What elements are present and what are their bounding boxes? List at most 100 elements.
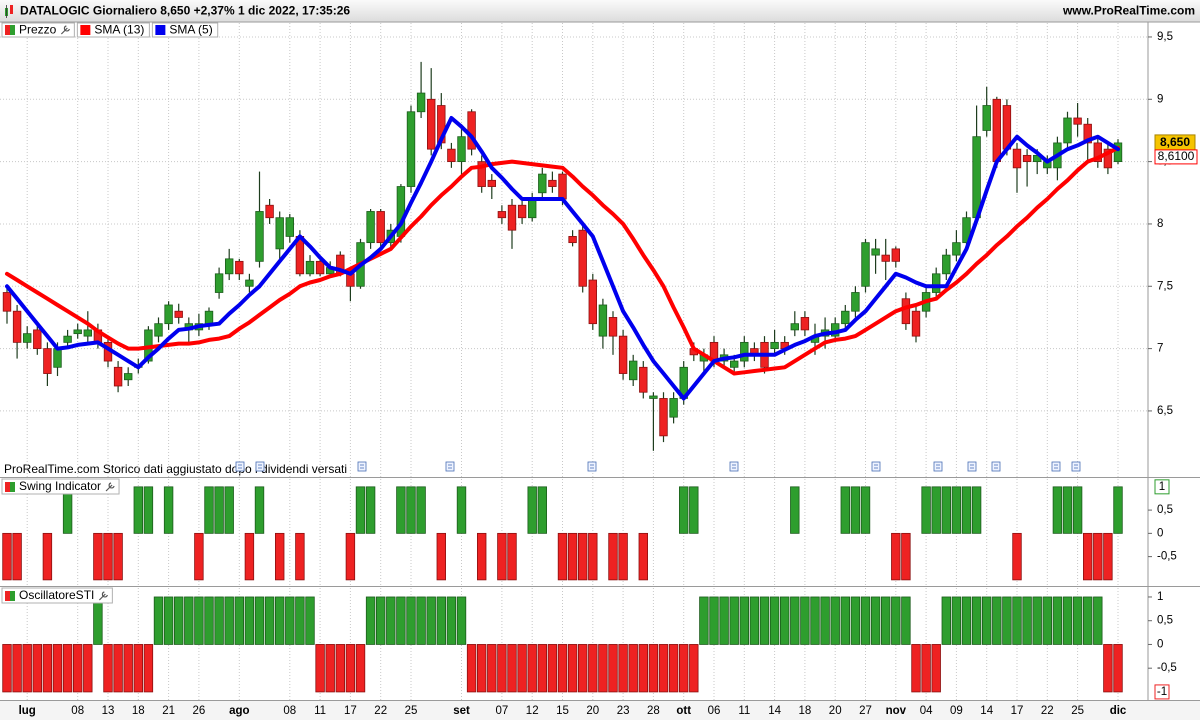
indicator-bar <box>901 532 911 581</box>
indicator-bar <box>295 532 305 581</box>
sma-line <box>5 116 1120 401</box>
indicator-bar <box>1052 486 1063 534</box>
candle-body <box>639 366 648 393</box>
indicator-bar <box>123 644 133 693</box>
event-icon <box>357 461 367 472</box>
indicator-bar <box>618 532 628 581</box>
indicator-bar <box>921 644 931 693</box>
indicator-bar <box>689 644 699 693</box>
indicator-bar <box>153 596 164 645</box>
candle-body <box>659 398 668 437</box>
sma-line <box>5 145 1120 376</box>
candle-body <box>1012 148 1022 169</box>
indicator-bar <box>749 596 760 645</box>
panel-title: OscillatoreSTI <box>19 588 94 602</box>
indicator-bar <box>143 486 154 534</box>
indicator-bar <box>527 486 537 534</box>
last-value-box <box>1154 479 1170 495</box>
indicator-bar <box>173 596 184 645</box>
candle-body <box>255 211 264 262</box>
candle-body <box>1063 117 1072 144</box>
legend-item[interactable]: SMA (13) <box>76 22 150 38</box>
indicator-bar <box>497 644 507 693</box>
indicator-bar <box>941 596 952 645</box>
candle-body <box>426 98 436 150</box>
legend-swatch <box>10 591 15 601</box>
indicator-bar <box>345 644 356 693</box>
candle-body <box>568 236 577 244</box>
indicator-bar <box>355 486 366 534</box>
indicator-bar <box>396 596 406 645</box>
event-icon-page <box>255 461 265 472</box>
x-tick-label: 23 <box>617 705 630 717</box>
indicator-bar <box>830 596 840 645</box>
event-icon <box>729 461 739 472</box>
candle-body <box>73 329 82 335</box>
indicator-bar <box>456 596 467 645</box>
candle-body <box>558 173 567 200</box>
candle-body <box>245 279 254 287</box>
indicator-bar <box>982 596 992 645</box>
indicator-bar <box>679 486 689 534</box>
candle-body <box>911 310 921 337</box>
indicator-bar <box>375 596 386 645</box>
indicator-bar <box>476 532 487 581</box>
indicator-bar <box>648 644 659 693</box>
panel-legend[interactable]: OscillatoreSTI <box>1 587 113 604</box>
x-tick-label: 08 <box>71 705 84 717</box>
candle-body <box>901 298 911 325</box>
indicator-bar <box>628 644 638 693</box>
source-link[interactable]: www.ProRealTime.com <box>1062 4 1195 18</box>
indicator-bar <box>689 486 699 534</box>
y-tick-label: 9 <box>1157 93 1163 105</box>
indicator-bar <box>1052 596 1063 645</box>
event-icon <box>967 461 977 472</box>
candle-body <box>1083 123 1092 144</box>
candle-body <box>315 260 325 275</box>
indicator-bar <box>365 596 376 645</box>
indicator-bar <box>93 532 103 581</box>
candle-body <box>932 273 941 293</box>
candle-body <box>447 148 456 163</box>
indicator-bar <box>83 644 93 693</box>
candle-body <box>649 395 658 399</box>
x-tick-label: 25 <box>405 705 418 717</box>
x-tick-label: 22 <box>1041 705 1054 717</box>
x-tick-label: 11 <box>314 705 326 717</box>
app-icon <box>5 5 13 18</box>
candle-body <box>962 217 971 244</box>
candle-body <box>790 323 799 331</box>
indicator-bar <box>608 644 618 693</box>
legend-item[interactable]: SMA (5) <box>151 22 219 38</box>
indicator-bar <box>1083 532 1093 581</box>
indicator-bar <box>194 532 204 581</box>
candle-body <box>275 217 284 250</box>
indicator-bar <box>699 596 709 645</box>
indicator-bar <box>951 596 962 645</box>
indicator-bar <box>315 644 325 693</box>
panel-legend[interactable]: Swing Indicator <box>1 478 120 495</box>
indicator-bar <box>234 596 245 645</box>
candle-body <box>124 373 133 381</box>
indicator-bar <box>567 644 578 693</box>
chart-title: DATALOGIC Giornaliero 8,650 +2,37% 1 dic… <box>20 4 350 18</box>
legend-box <box>76 22 150 38</box>
indicator-bar <box>860 596 871 645</box>
indicator-bar <box>971 486 982 534</box>
indicator-bar <box>214 596 224 645</box>
indicator-bar <box>941 486 952 534</box>
x-tick-label: 27 <box>859 705 872 717</box>
last-price-label: 8,650 <box>1160 135 1190 149</box>
event-icon-page <box>933 461 943 472</box>
indicator-bar <box>224 486 234 534</box>
candle-body <box>83 329 92 337</box>
y-tick-label: 7 <box>1157 343 1163 355</box>
y-tick-label: 0,5 <box>1157 615 1173 627</box>
candle-body <box>154 323 163 337</box>
candle-body <box>174 310 183 318</box>
legend-item[interactable]: Prezzo <box>1 22 75 38</box>
x-tick-label: 18 <box>132 705 145 717</box>
indicator-bar <box>406 596 416 645</box>
indicator-bar <box>386 596 396 645</box>
x-tick-label: 18 <box>799 705 812 717</box>
